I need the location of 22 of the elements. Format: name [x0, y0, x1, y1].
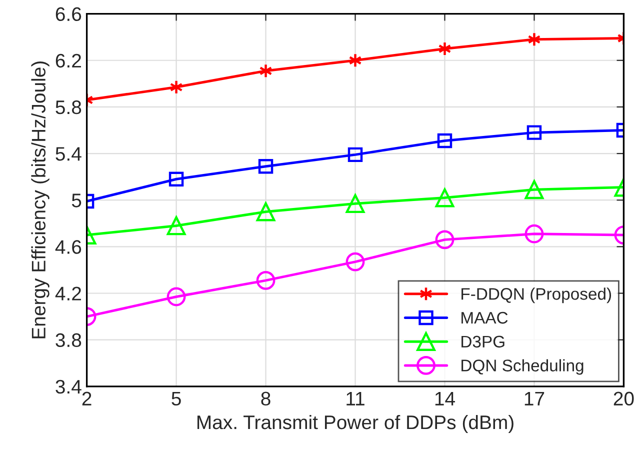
y-tick-label: 5.4 — [56, 147, 82, 161]
x-tick-label: 11 — [346, 392, 364, 406]
y-tick-label: 3.4 — [56, 380, 82, 394]
y-tick-label: 6.2 — [56, 54, 81, 68]
x-tick-label: 17 — [524, 392, 544, 406]
x-tick-label: 2 — [82, 392, 92, 406]
x-tick-label: 5 — [172, 392, 181, 406]
y-tick-label: 5.8 — [56, 100, 82, 114]
y-tick-label: 3.8 — [56, 333, 82, 348]
y-tick-label: 6.6 — [56, 7, 82, 22]
x-tick-label: 20 — [614, 392, 634, 406]
x-tick-label: 8 — [261, 392, 270, 406]
legend-label: MAAC — [462, 312, 508, 324]
y-axis-title: Energy Efficiency (bits/Hz/Joule) — [31, 62, 50, 338]
x-tick-label: 14 — [435, 392, 455, 406]
x-axis-title: Max. Transmit Power of DDPs (dBm) — [197, 414, 514, 434]
y-tick-label: 4.2 — [55, 286, 81, 300]
legend-label: D3PG — [462, 336, 504, 348]
y-tick-label: 5 — [72, 194, 82, 208]
legend-label: F-DDQN (Proposed) — [462, 288, 612, 304]
y-tick-label: 4.6 — [55, 240, 82, 254]
legend-label: DQN Scheduling — [462, 359, 584, 375]
